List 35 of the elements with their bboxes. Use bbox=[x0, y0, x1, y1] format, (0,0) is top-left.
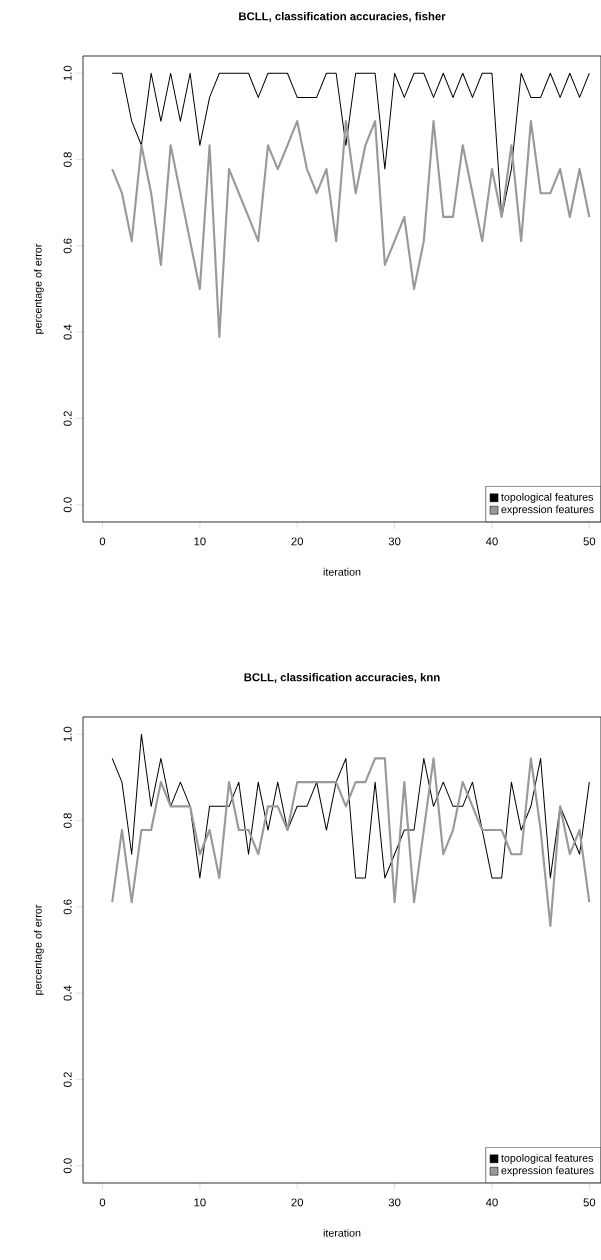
y-tick-label: 0.6 bbox=[63, 238, 72, 254]
y-tick-label: 1.0 bbox=[63, 65, 72, 81]
x-tick-label: 20 bbox=[291, 537, 303, 546]
legend-label: expression features bbox=[501, 1166, 594, 1177]
y-axis-title: percentage of error bbox=[33, 904, 44, 995]
y-tick-label: 0.4 bbox=[63, 985, 72, 1001]
x-axis-title: iteration bbox=[323, 567, 361, 576]
x-tick-label: 40 bbox=[485, 1198, 498, 1207]
chart-title: BCLL, classification accuracies, fisher bbox=[238, 11, 446, 22]
y-tick-label: 0.8 bbox=[63, 813, 72, 828]
x-tick-label: 50 bbox=[583, 537, 595, 546]
x-tick-label: 30 bbox=[388, 537, 401, 546]
legend-label: topological features bbox=[500, 1153, 593, 1164]
y-tick-label: 0.6 bbox=[63, 899, 72, 915]
y-tick-label: 0.0 bbox=[63, 497, 72, 513]
x-tick-label: 0 bbox=[99, 1198, 105, 1207]
chart-title: BCLL, classification accuracies, knn bbox=[244, 672, 440, 683]
legend-label: expression features bbox=[501, 505, 594, 516]
x-tick-label: 20 bbox=[291, 1198, 303, 1207]
x-tick-label: 30 bbox=[388, 1198, 401, 1207]
x-tick-label: 0 bbox=[99, 537, 105, 546]
y-tick-label: 0.2 bbox=[63, 411, 72, 426]
x-tick-label: 10 bbox=[194, 537, 206, 546]
y-tick-label: 0.2 bbox=[63, 1072, 72, 1087]
y-axis-title: percentage of error bbox=[33, 243, 44, 334]
y-tick-label: 0.0 bbox=[63, 1158, 72, 1174]
legend-label: topological features bbox=[500, 492, 593, 503]
x-tick-label: 50 bbox=[583, 1198, 595, 1207]
x-tick-label: 10 bbox=[194, 1198, 206, 1207]
y-tick-label: 0.4 bbox=[63, 324, 72, 340]
line-series bbox=[110, 120, 591, 338]
x-axis-title: iteration bbox=[323, 1228, 361, 1237]
y-tick-label: 1.0 bbox=[63, 726, 72, 742]
y-tick-label: 0.8 bbox=[63, 152, 72, 167]
x-tick-label: 40 bbox=[485, 537, 498, 546]
